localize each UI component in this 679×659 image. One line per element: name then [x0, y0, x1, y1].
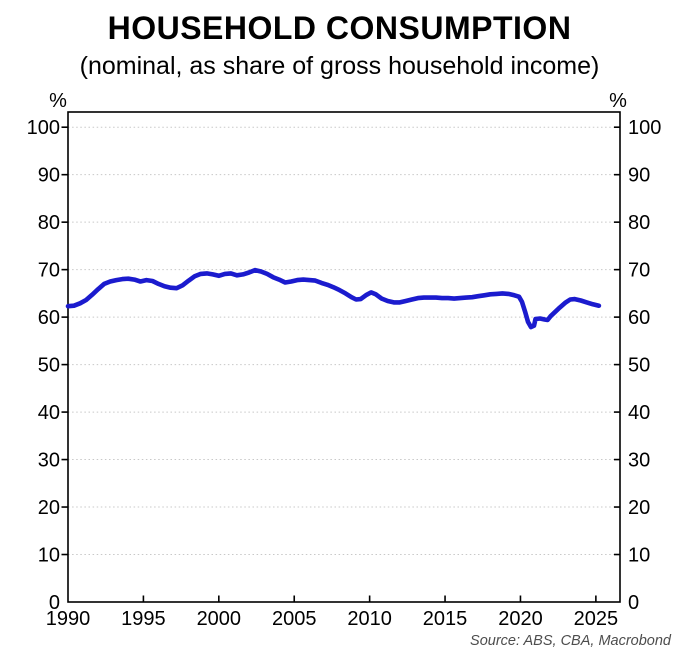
gridlines-layer: [68, 126, 620, 556]
y-tick-label-left: 80: [38, 212, 60, 234]
x-tick-label: 2015: [423, 608, 468, 630]
y-tick-label-right: 90: [628, 165, 650, 187]
y-tick-label-right: 0: [628, 592, 639, 614]
y-tick-label-right: 80: [628, 212, 650, 234]
chart-title: HOUSEHOLD CONSUMPTION: [107, 10, 572, 46]
axis-ticks-layer: [61, 126, 620, 602]
y-axis-unit-left: %: [49, 90, 67, 112]
y-tick-label-left: 60: [38, 307, 60, 329]
y-axis-unit-right: %: [609, 90, 627, 112]
x-tick-label: 2000: [197, 608, 242, 630]
y-tick-label-left: 70: [38, 260, 60, 282]
y-tick-label-left: 20: [38, 497, 60, 519]
x-tick-label: 1995: [121, 608, 166, 630]
y-tick-label-left: 0: [49, 592, 60, 614]
y-tick-label-left: 90: [38, 165, 60, 187]
y-tick-label-left: 30: [38, 450, 60, 472]
x-tick-label: 2020: [498, 608, 543, 630]
y-tick-label-right: 60: [628, 307, 650, 329]
x-tick-label: 2005: [272, 608, 317, 630]
y-tick-label-left: 40: [38, 402, 60, 424]
chart-subtitle: (nominal, as share of gross household in…: [79, 52, 600, 80]
data-series-layer: [65, 267, 602, 330]
y-tick-label-right: 10: [628, 545, 650, 567]
y-tick-label-right: 50: [628, 355, 650, 377]
y-tick-label-left: 10: [38, 545, 60, 567]
y-tick-label-right: 30: [628, 450, 650, 472]
y-tick-label-right: 100: [628, 117, 661, 139]
y-tick-label-right: 20: [628, 497, 650, 519]
x-tick-label: 1990: [46, 608, 91, 630]
y-tick-label-left: 100: [27, 117, 60, 139]
source-attribution: Source: ABS, CBA, Macrobond: [470, 633, 671, 649]
plot-frame: [67, 111, 621, 603]
y-tick-label-left: 50: [38, 355, 60, 377]
x-tick-label: 2010: [347, 608, 392, 630]
data-line: [65, 267, 602, 330]
x-tick-label: 2025: [574, 608, 619, 630]
y-tick-label-right: 40: [628, 402, 650, 424]
y-tick-label-right: 70: [628, 260, 650, 282]
